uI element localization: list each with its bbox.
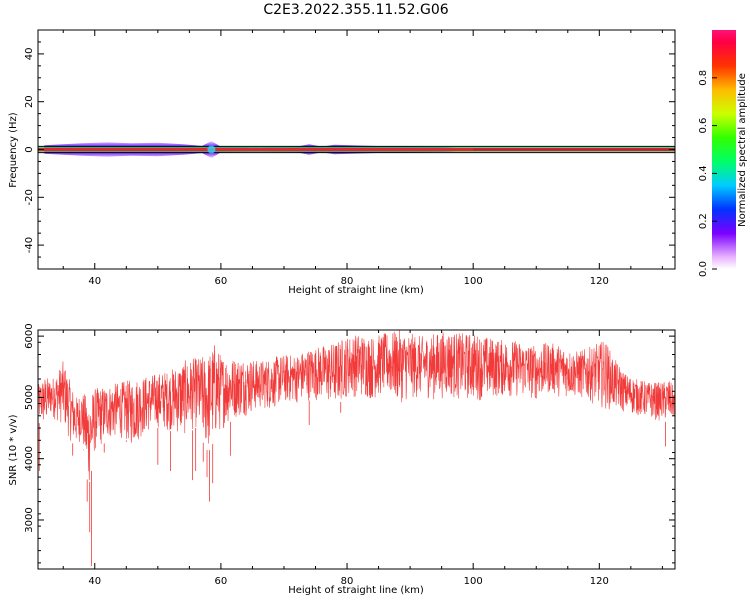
colorbar-tick-label: 0.0: [698, 261, 709, 277]
spectrogram-y-tick-label: -20: [24, 189, 35, 205]
figure-title: C2E3.2022.355.11.52.G06: [263, 2, 448, 18]
snr-panel: 40 60 80 100 120 3000 4000 5000 6000 Height of …: [8, 323, 676, 596]
colorbar-label: Normalized spectral amplitude: [737, 73, 748, 227]
snr-y-tick-label: 6000: [24, 323, 35, 348]
spectrogram-x-tick-label: 100: [464, 276, 483, 287]
snr-x-tick-label: 100: [464, 576, 483, 587]
spectrogram-x-ticks: 40 60 80 100 120: [62, 30, 663, 287]
snr-y-tick-label: 4000: [24, 446, 35, 471]
colorbar: 0.0 0.2 0.4 0.6 0.8 Normalized spectral ampl…: [698, 30, 748, 277]
spectrogram-y-axis-label: Frequency (Hz): [8, 112, 19, 188]
snr-x-tick-label: 120: [590, 576, 609, 587]
snr-x-tick-label: 40: [88, 576, 101, 587]
spectral-hotspot: [207, 145, 216, 154]
colorbar-tick-label: 0.8: [698, 70, 709, 86]
snr-frame: [37, 329, 676, 570]
spectrogram-x-tick-label: 120: [590, 276, 609, 287]
snr-y-axis-label: SNR (10 * v/v): [8, 414, 19, 485]
spectrogram-x-tick-label: 80: [341, 276, 354, 287]
colorbar-tick-label: 0.4: [698, 165, 709, 181]
colorbar-tick-label: 0.6: [698, 118, 709, 134]
snr-series-line: [38, 330, 675, 481]
spectrogram-y-tick-label: -40: [24, 237, 35, 253]
spectrogram-x-axis-label: Height of straight line (km): [288, 285, 424, 296]
spectrogram-panel: 40 60 80 100 120 -40 -20 0 20 40 Height of strai…: [8, 29, 676, 296]
colorbar-tick-label: 0.2: [698, 213, 709, 229]
snr-x-tick-label: 60: [215, 576, 228, 587]
snr-y-tick-label: 3000: [24, 507, 35, 532]
spectrogram-x-tick-label: 40: [88, 276, 101, 287]
colorbar-ticks: 0.0 0.2 0.4 0.6 0.8: [698, 70, 717, 277]
snr-y-ticks: 3000 4000 5000 6000: [24, 323, 675, 564]
snr-y-tick-label: 5000: [24, 385, 35, 410]
spectrogram-x-tick-label: 60: [215, 276, 228, 287]
spectrogram-y-tick-label: 0: [24, 146, 35, 152]
snr-content: [38, 330, 675, 566]
spectrogram-y-tick-label: 40: [24, 48, 35, 61]
spectrogram-y-ticks: -40 -20 0 20 40: [24, 29, 675, 270]
snr-x-ticks: 40 60 80 100 120: [62, 330, 663, 587]
snr-x-tick-label: 80: [341, 576, 354, 587]
snr-x-axis-label: Height of straight line (km): [288, 585, 424, 596]
spectrogram-y-tick-label: 20: [24, 95, 35, 108]
spectrogram-content: [38, 141, 675, 158]
colorbar-gradient: [712, 30, 736, 269]
